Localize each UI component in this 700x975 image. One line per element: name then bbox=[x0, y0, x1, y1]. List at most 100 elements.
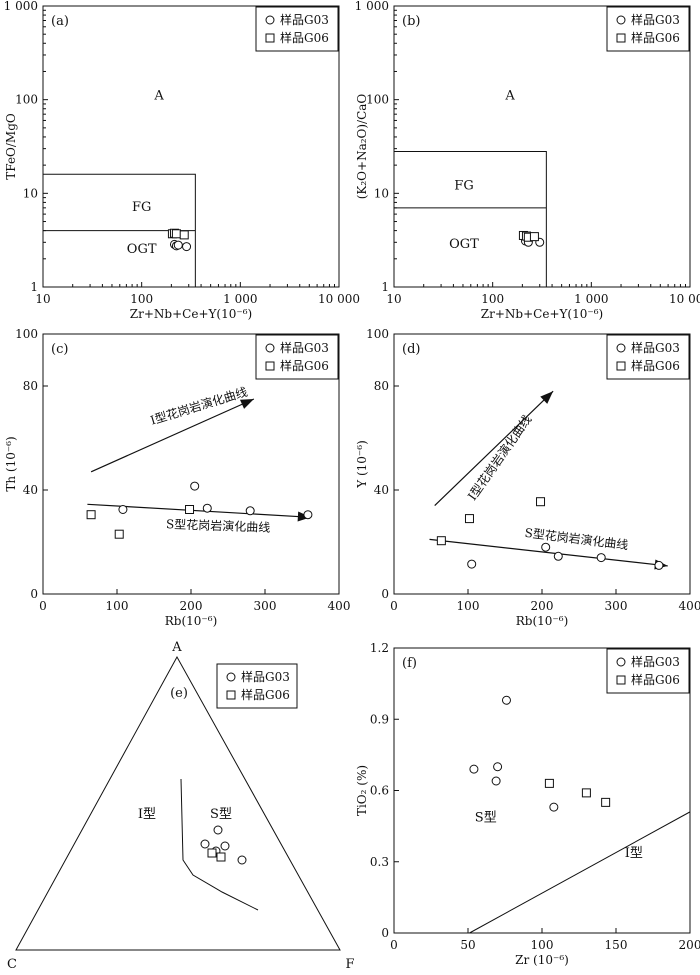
vertex-label-f: F bbox=[345, 957, 354, 972]
x-tick-label: 100 bbox=[531, 938, 554, 952]
legend-label-g06: 样品G06 bbox=[241, 687, 290, 702]
x-tick-label: 0 bbox=[39, 599, 47, 613]
trend-label-i: I型花岗岩演化曲线 bbox=[148, 384, 249, 428]
y-tick-label: 100 bbox=[366, 93, 389, 107]
panel-label: (a) bbox=[51, 14, 69, 29]
data-point-g03 bbox=[654, 560, 664, 570]
legend-marker-g03 bbox=[226, 672, 236, 682]
legend-marker-g06 bbox=[265, 33, 275, 43]
y-tick-label: 1 000 bbox=[355, 0, 389, 13]
y-tick-label: 1.2 bbox=[370, 641, 389, 655]
data-point-g06 bbox=[436, 536, 446, 546]
region-label: I型 bbox=[625, 846, 643, 861]
region-label: FG bbox=[132, 200, 151, 215]
legend-marker-g06 bbox=[265, 361, 275, 371]
data-point-g06 bbox=[581, 788, 591, 798]
region-label-i: I型 bbox=[138, 807, 156, 822]
data-point-g03 bbox=[303, 510, 313, 520]
y-tick-label: 10 bbox=[23, 186, 38, 200]
data-point-g06 bbox=[529, 232, 539, 242]
region-label-s: S型 bbox=[210, 807, 232, 822]
trend-arrow-i-head bbox=[540, 391, 554, 404]
legend-label-g06: 样品G06 bbox=[631, 672, 680, 687]
x-tick-label: 200 bbox=[531, 599, 554, 613]
x-tick-label: 150 bbox=[605, 938, 628, 952]
data-point-g06 bbox=[464, 514, 474, 524]
x-tick-label: 100 bbox=[130, 292, 153, 306]
trend-label-s: S型花岗岩演化曲线 bbox=[524, 525, 629, 553]
legend-box bbox=[216, 663, 298, 709]
x-tick-label: 200 bbox=[180, 599, 203, 613]
data-point-g03 bbox=[173, 240, 183, 250]
region-label: OGT bbox=[127, 242, 157, 257]
trend-arrow-i bbox=[434, 390, 554, 507]
x-tick-label: 1 000 bbox=[223, 292, 257, 306]
y-tick-label: 40 bbox=[374, 483, 389, 497]
data-point-g03 bbox=[245, 506, 255, 516]
x-tick-label: 0 bbox=[390, 938, 398, 952]
y-axis-label: (K₂O+Na₂O)/CaO bbox=[355, 94, 369, 200]
plot-frame bbox=[393, 333, 691, 595]
y-tick-label: 1 000 bbox=[4, 0, 38, 13]
legend-marker-g03 bbox=[265, 343, 275, 353]
x-axis-label: Rb(10⁻⁶) bbox=[516, 614, 569, 628]
region-label: OGT bbox=[449, 237, 479, 252]
chart-panel-c: 0 100 200 300 400 0 40 80 100 Rb(10⁻⁶) Th (10⁻⁶) (c… bbox=[4, 327, 350, 628]
vertex-label-c: C bbox=[7, 957, 17, 972]
legend-label-g06: 样品G06 bbox=[631, 30, 680, 45]
x-tick-label: 200 bbox=[679, 938, 700, 952]
region-label: S型 bbox=[475, 810, 497, 825]
x-tick-label: 300 bbox=[605, 599, 628, 613]
y-tick-label: 0.3 bbox=[370, 855, 389, 869]
panel-label: (e) bbox=[170, 686, 188, 701]
legend-label-g03: 样品G03 bbox=[280, 340, 329, 355]
region-label: FG bbox=[454, 178, 473, 193]
data-point-g03 bbox=[501, 695, 511, 705]
x-tick-label: 10 bbox=[386, 292, 401, 306]
vertex-label-a: A bbox=[171, 640, 182, 655]
legend-marker-g03 bbox=[616, 343, 626, 353]
legend-label-g03: 样品G03 bbox=[631, 340, 680, 355]
x-tick-label: 10 bbox=[35, 292, 50, 306]
y-tick-label: 0 bbox=[381, 587, 389, 601]
data-point-g03 bbox=[220, 841, 230, 851]
legend-marker-g06 bbox=[616, 33, 626, 43]
data-point-g03 bbox=[553, 551, 563, 561]
x-tick-label: 1 000 bbox=[574, 292, 608, 306]
legend-marker-g03 bbox=[616, 657, 626, 667]
legend-label-g03: 样品G03 bbox=[241, 669, 290, 684]
data-point-g06 bbox=[207, 848, 217, 858]
y-tick-label: 0 bbox=[30, 587, 38, 601]
data-point-g03 bbox=[200, 839, 210, 849]
y-axis-label: Th (10⁻⁶) bbox=[4, 436, 18, 491]
y-tick-label: 80 bbox=[23, 379, 38, 393]
x-axis-label: Zr+Nb+Ce+Y(10⁻⁶) bbox=[130, 307, 252, 321]
ternary-frame bbox=[15, 655, 341, 951]
legend-label-g03: 样品G03 bbox=[280, 12, 329, 27]
trend-label-i: I型花岗岩演化曲线 bbox=[464, 412, 534, 503]
y-tick-label: 100 bbox=[366, 327, 389, 341]
data-point-g03 bbox=[202, 503, 212, 513]
panel-label: (c) bbox=[51, 342, 68, 357]
legend-marker-g03 bbox=[265, 15, 275, 25]
data-point-g06 bbox=[216, 852, 226, 862]
region-label: A bbox=[153, 89, 164, 104]
trend-arrow-s bbox=[429, 538, 668, 567]
x-tick-label: 100 bbox=[481, 292, 504, 306]
data-point-g06 bbox=[171, 229, 181, 239]
y-tick-label: 100 bbox=[15, 93, 38, 107]
x-tick-label: 100 bbox=[106, 599, 129, 613]
x-tick-label: 0 bbox=[390, 599, 398, 613]
data-point-g03 bbox=[491, 776, 501, 786]
chart-panel-e: A C F (e) I型 S型 样品G03 样品G06 bbox=[7, 640, 354, 972]
legend-box bbox=[255, 6, 339, 52]
y-tick-label: 0.6 bbox=[370, 784, 389, 798]
x-tick-label: 300 bbox=[254, 599, 277, 613]
data-point-g03 bbox=[541, 542, 551, 552]
legend-label-g03: 样品G03 bbox=[631, 654, 680, 669]
legend-marker-g06 bbox=[616, 361, 626, 371]
data-point-g06 bbox=[185, 505, 195, 514]
